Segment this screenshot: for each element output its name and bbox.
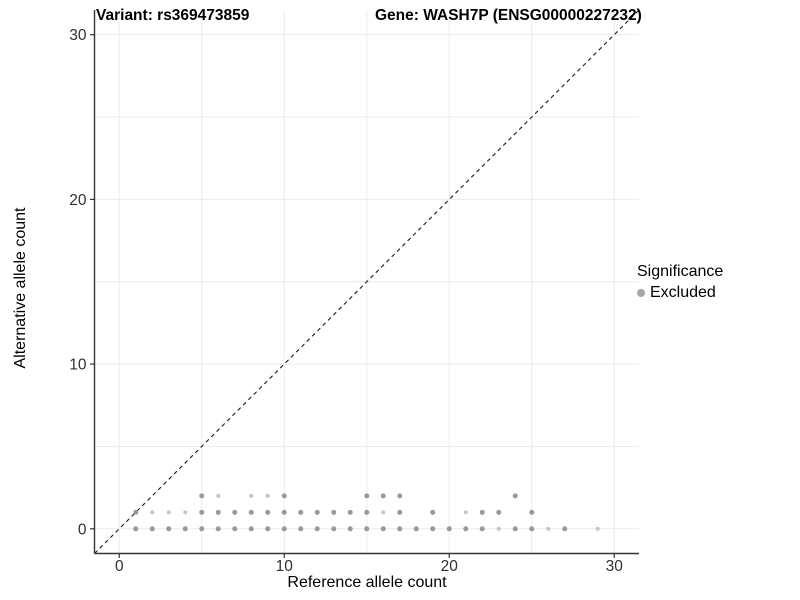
excluded-point-icon (637, 289, 645, 297)
y-tick-label: 30 (69, 27, 87, 44)
data-point (364, 526, 370, 532)
data-point (496, 526, 501, 531)
data-point (215, 509, 221, 515)
x-tick-label: 30 (606, 558, 624, 575)
gene-title: Gene: WASH7P (ENSG00000227232) (375, 7, 642, 24)
data-point (149, 526, 155, 532)
x-tick-label: 10 (276, 558, 294, 575)
data-point (364, 509, 370, 515)
data-point (430, 526, 436, 532)
data-point (265, 493, 270, 498)
x-tick-label: 20 (441, 558, 459, 575)
data-point (248, 526, 254, 532)
data-point (595, 526, 600, 531)
data-point (215, 526, 221, 532)
data-point (248, 509, 254, 515)
data-point (512, 526, 518, 532)
data-point (281, 509, 287, 515)
data-point (331, 509, 337, 515)
x-axis-title: Reference allele count (287, 574, 447, 591)
data-point (232, 509, 238, 515)
data-point (314, 509, 320, 515)
data-point (479, 509, 485, 515)
data-point (182, 526, 188, 532)
data-point (183, 510, 188, 515)
data-point (249, 493, 254, 498)
data-point (381, 510, 386, 515)
data-point (512, 493, 518, 499)
data-point (397, 493, 403, 499)
data-point (430, 509, 436, 515)
data-point (216, 493, 221, 498)
x-tick-label: 0 (115, 558, 124, 575)
data-point (281, 493, 287, 499)
y-tick-label: 10 (69, 357, 87, 374)
data-point (150, 510, 155, 515)
y-tick-label: 0 (78, 521, 87, 538)
data-point (314, 526, 320, 532)
data-point (380, 493, 386, 499)
data-point (199, 509, 205, 515)
legend: Significance Excluded (637, 263, 723, 302)
data-point (463, 510, 468, 515)
data-point (166, 510, 171, 515)
data-point (166, 526, 172, 532)
data-point (496, 509, 502, 515)
data-point (529, 509, 535, 515)
identity-line (94, 9, 640, 554)
data-point (529, 526, 535, 532)
data-point (347, 509, 353, 515)
data-point (298, 509, 304, 515)
data-point (446, 526, 452, 532)
data-point (133, 526, 139, 532)
variant-title: Variant: rs369473859 (96, 7, 250, 24)
legend-title: Significance (637, 263, 724, 280)
data-point (380, 526, 386, 532)
data-point (331, 526, 337, 532)
data-point (232, 526, 238, 532)
legend-item-label: Excluded (650, 284, 716, 301)
data-point (265, 509, 271, 515)
data-point (298, 526, 304, 532)
data-point (199, 526, 205, 532)
data-point (479, 526, 485, 532)
data-point (281, 526, 287, 532)
data-point (397, 526, 403, 532)
data-point (265, 526, 271, 532)
data-point (546, 526, 551, 531)
data-point (133, 509, 139, 515)
y-axis-title: Alternative allele count (12, 207, 29, 369)
legend-item-excluded: Excluded (637, 284, 723, 302)
y-tick-label: 20 (69, 192, 87, 209)
data-point (413, 526, 419, 532)
data-point (364, 493, 370, 499)
data-point (562, 526, 568, 532)
data-point (463, 526, 469, 532)
data-point (347, 526, 353, 532)
data-point (199, 493, 205, 499)
data-point (397, 509, 403, 515)
